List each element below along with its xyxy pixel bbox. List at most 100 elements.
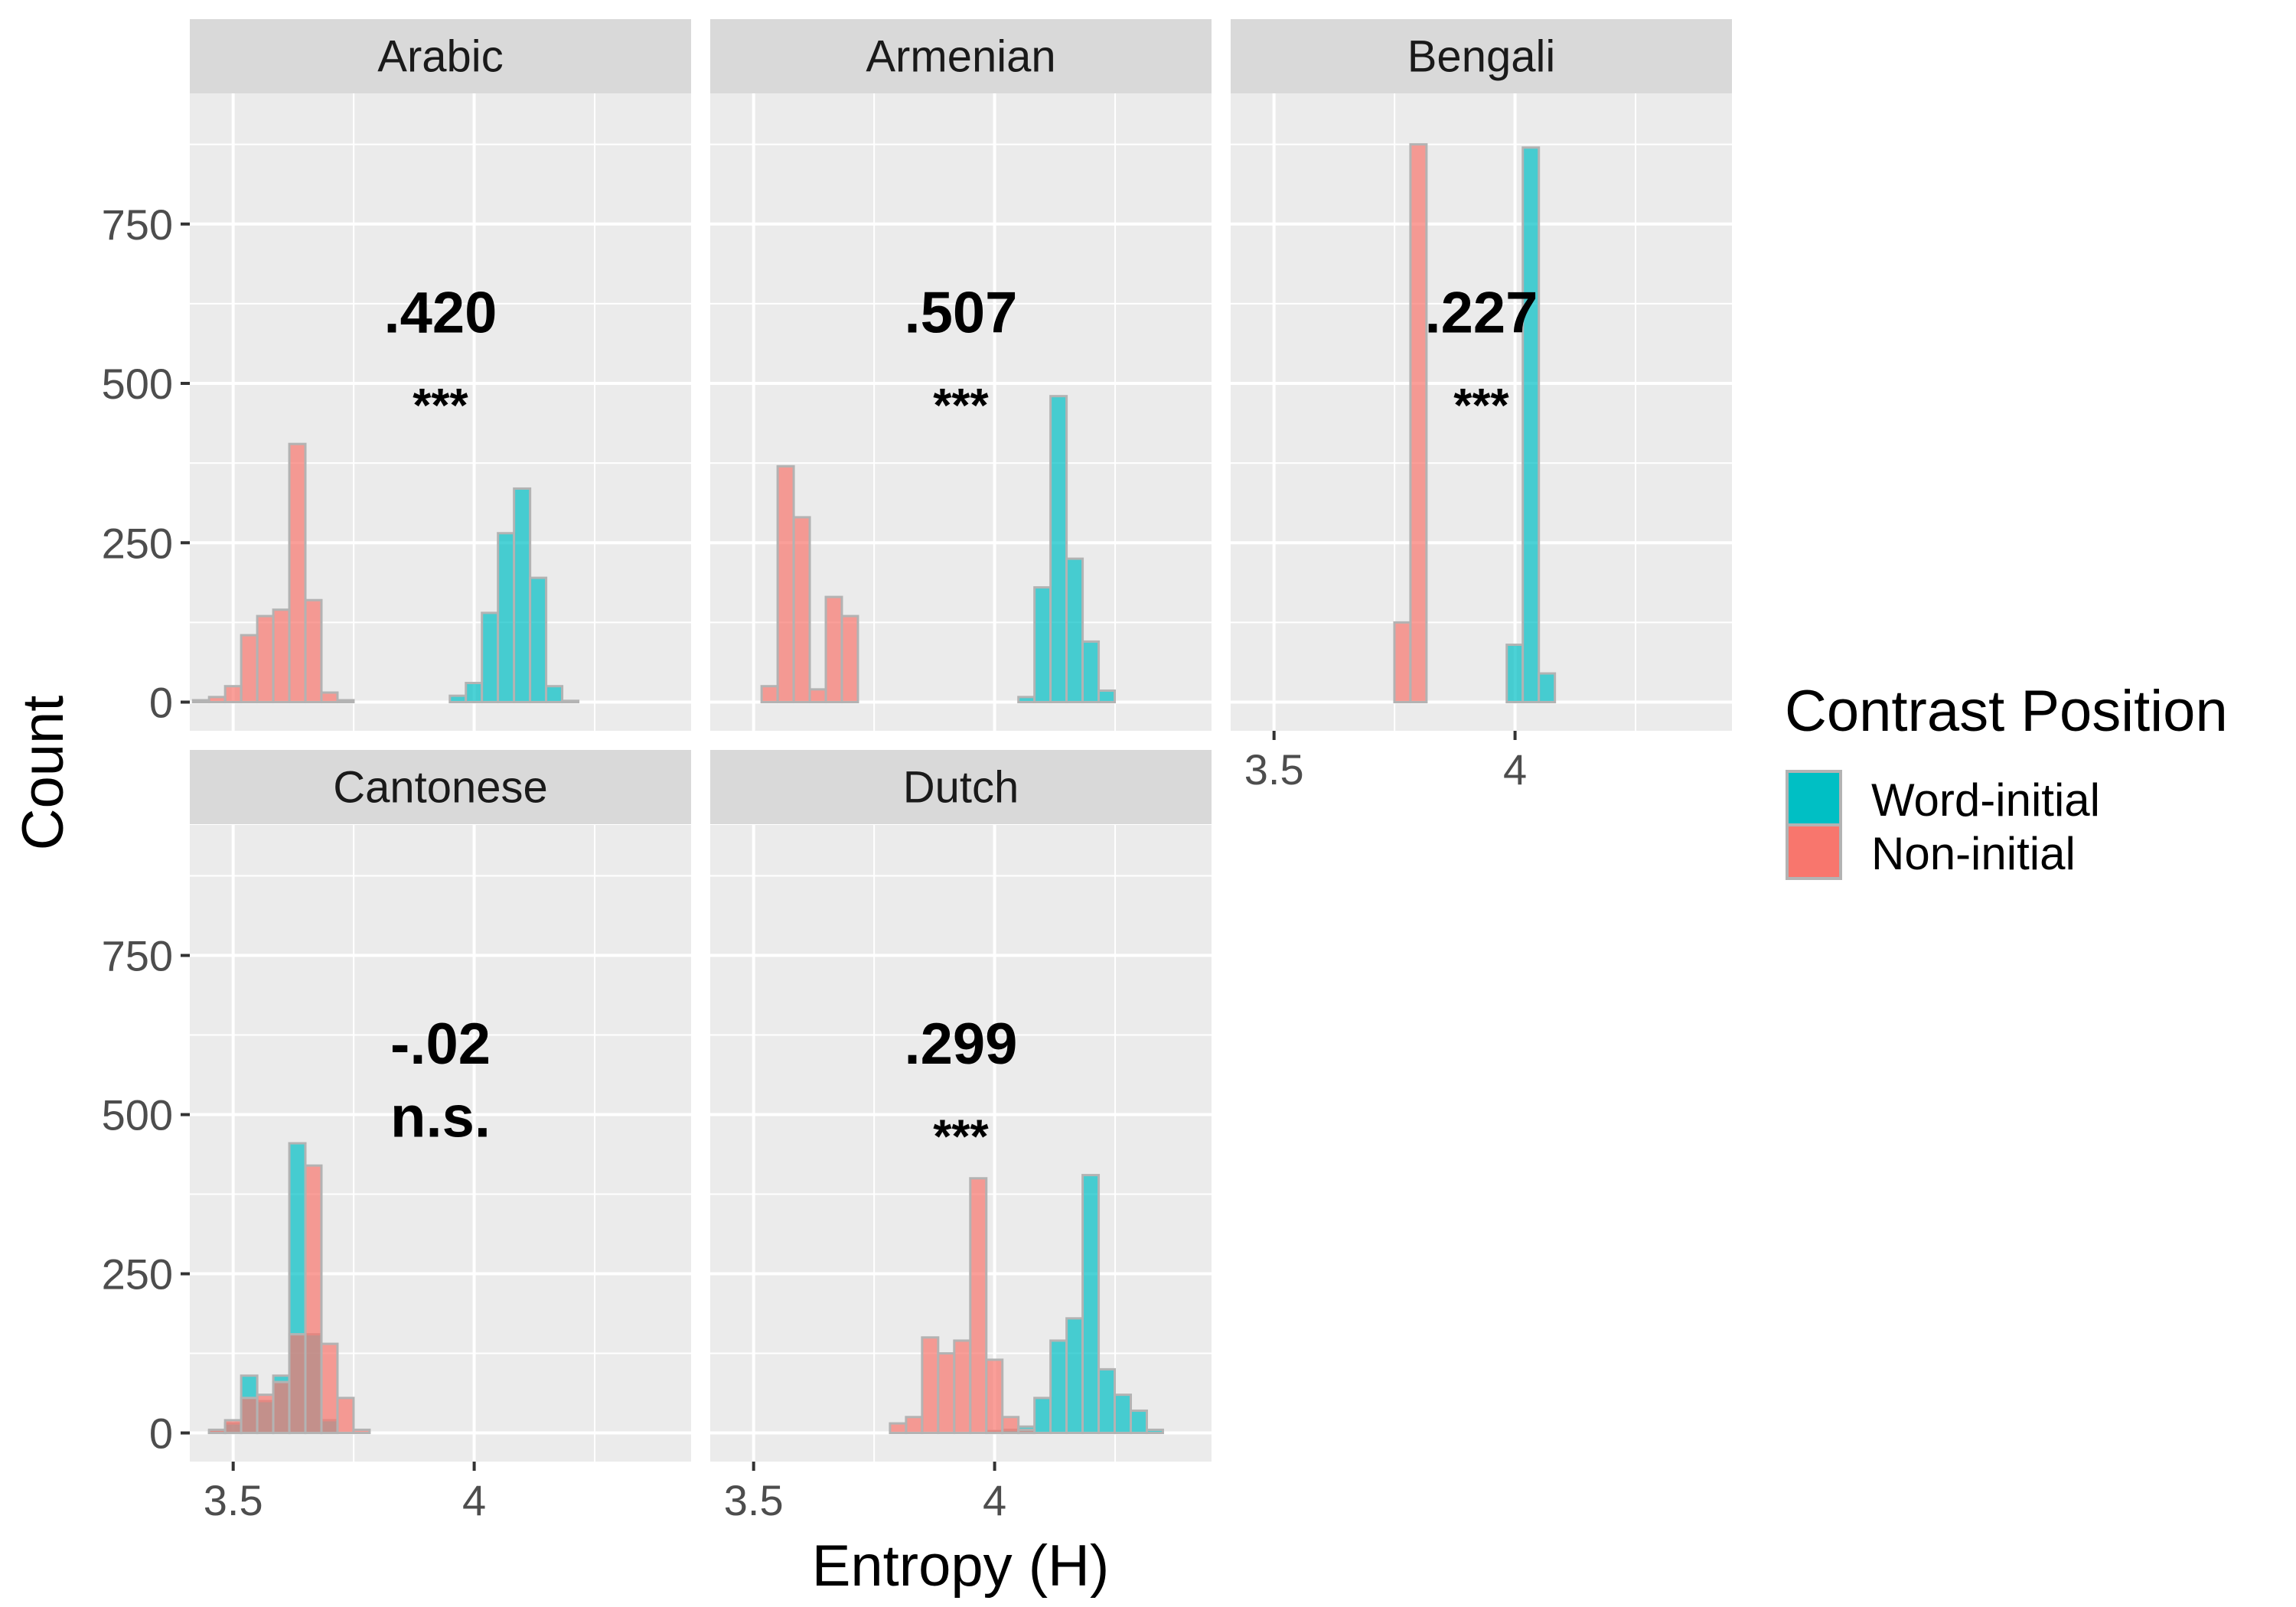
histogram-bar xyxy=(1081,1174,1101,1435)
x-tick-label: 3.5 xyxy=(1244,745,1304,794)
strip-label-armenian: Armenian xyxy=(866,32,1055,82)
legend-label-non-initial: Non-initial xyxy=(1871,828,2076,879)
histogram-bar xyxy=(513,487,532,704)
strip-label-dutch: Dutch xyxy=(903,763,1019,813)
histogram-bar xyxy=(336,1397,355,1435)
y-tick-label: 750 xyxy=(102,932,173,980)
y-tick-label: 0 xyxy=(149,1410,173,1458)
x-tick-label: 4 xyxy=(1503,745,1527,794)
histogram-bar xyxy=(1097,689,1117,704)
histogram-bar xyxy=(207,696,227,704)
series-non-initial xyxy=(889,1177,1036,1435)
significance-label: *** xyxy=(413,380,468,432)
strip-label-cantonese: Cantonese xyxy=(333,763,548,813)
histogram-bar xyxy=(288,1333,307,1435)
histogram-bar xyxy=(272,608,291,704)
panel-dutch: Dutch .299 *** 3.5 4 xyxy=(710,750,1212,1524)
histogram-bar xyxy=(1114,1393,1133,1435)
histogram-bar xyxy=(1505,644,1525,704)
histogram-bar xyxy=(1538,672,1557,704)
histogram-bar xyxy=(1097,1367,1117,1435)
histogram-bar xyxy=(465,682,484,704)
y-tick-label: 500 xyxy=(102,360,173,408)
histogram-bar xyxy=(1081,640,1101,704)
strip-arabic xyxy=(190,19,691,93)
y-axis-title: Count xyxy=(11,696,76,851)
histogram-bar xyxy=(223,685,243,704)
histogram-bar xyxy=(1065,1317,1084,1435)
legend-label-word-initial: Word-initial xyxy=(1871,774,2100,826)
histogram-bar xyxy=(985,1358,1004,1435)
histogram-bar xyxy=(1033,1397,1052,1435)
histogram-bar xyxy=(1049,1339,1068,1435)
histogram-bar xyxy=(808,688,827,704)
legend-key-word-initial xyxy=(1786,770,1842,826)
histogram-bar xyxy=(1017,1428,1036,1435)
histogram-bar xyxy=(1033,586,1052,704)
histogram-bar xyxy=(1065,557,1084,704)
histogram-bar xyxy=(304,598,323,704)
panel-bengali: Bengali .227 *** 3.5 4 xyxy=(1231,19,1732,794)
series-word-initial xyxy=(1505,146,1557,704)
x-tick-label: 3.5 xyxy=(724,1476,784,1524)
histogram-bar xyxy=(1001,1416,1020,1435)
histogram-bar xyxy=(889,1422,908,1435)
histogram-bar xyxy=(529,576,548,704)
histogram-bar xyxy=(272,1380,291,1435)
histogram-bar xyxy=(207,1428,227,1435)
histogram-bar xyxy=(953,1339,972,1435)
histogram-bar xyxy=(240,1397,259,1435)
strip-dutch xyxy=(710,750,1212,824)
significance-label: *** xyxy=(933,1110,989,1163)
y-tick-label: 500 xyxy=(102,1091,173,1139)
histogram-bar xyxy=(776,464,795,704)
x-tick-label: 4 xyxy=(983,1476,1006,1524)
histogram-bar xyxy=(792,516,811,704)
histogram-bar xyxy=(760,685,779,704)
histogram-bar xyxy=(288,442,307,704)
coefficient-label: .507 xyxy=(905,280,1018,345)
series-non-initial xyxy=(191,442,355,704)
strip-armenian xyxy=(710,19,1212,93)
panel-background xyxy=(1231,93,1732,731)
histogram-bar xyxy=(561,699,580,704)
histogram-bar xyxy=(1130,1409,1148,1435)
legend-title: Contrast Position xyxy=(1785,679,2228,744)
histogram-bar xyxy=(1049,395,1068,704)
x-tick-label: 4 xyxy=(462,1476,486,1524)
series-non-initial xyxy=(760,464,859,704)
y-tick-label: 250 xyxy=(102,1250,173,1299)
x-tick-label: 3.5 xyxy=(204,1476,263,1524)
significance-label: n.s. xyxy=(390,1085,491,1150)
coefficient-label: .420 xyxy=(384,280,497,345)
y-tick-label: 0 xyxy=(149,679,173,727)
panel-armenian: Armenian .507 *** xyxy=(710,19,1212,731)
y-tick-label: 250 xyxy=(102,519,173,567)
histogram-bar xyxy=(448,694,468,704)
histogram-bar xyxy=(1409,143,1428,704)
histogram-bar xyxy=(545,685,564,704)
histogram-bar xyxy=(223,1419,243,1435)
histogram-bar xyxy=(336,699,355,704)
panel-cantonese: Cantonese -.02 n.s. 0 250 500 750 3.5 4 xyxy=(102,750,691,1524)
histogram-bar xyxy=(905,1416,924,1435)
strip-label-arabic: Arabic xyxy=(377,32,503,82)
significance-label: *** xyxy=(933,380,989,432)
histogram-bar xyxy=(320,1342,339,1435)
coefficient-label: -.02 xyxy=(390,1012,491,1077)
histogram-bar xyxy=(937,1352,956,1435)
histogram-bar xyxy=(1145,1428,1164,1435)
panels-layer: Arabic.420***0250500750Armenian.507***Be… xyxy=(102,19,1732,1524)
significance-label: *** xyxy=(1453,380,1509,432)
histogram-bar xyxy=(824,595,843,704)
panel-arabic: Arabic .420 *** 0 250 500 750 xyxy=(102,19,691,731)
histogram-bar xyxy=(256,1393,275,1435)
panel-background xyxy=(190,825,691,1462)
histogram-bar xyxy=(352,1428,371,1435)
x-axis-title: Entropy (H) xyxy=(812,1534,1110,1599)
histogram-bar xyxy=(1017,696,1036,704)
legend: Contrast Position Word-initial Non-initi… xyxy=(1785,679,2228,880)
series-non-initial xyxy=(207,1164,371,1435)
series-non-initial xyxy=(1393,143,1428,704)
